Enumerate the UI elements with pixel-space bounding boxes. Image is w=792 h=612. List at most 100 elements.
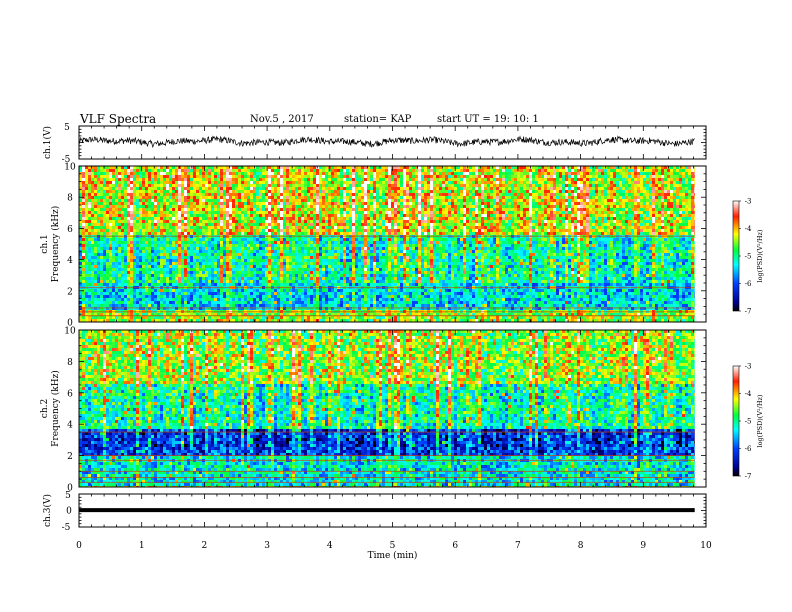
spectrogram-cell bbox=[85, 271, 88, 274]
spectrogram-cell bbox=[133, 208, 136, 211]
spectrogram-cell bbox=[151, 223, 154, 226]
spectrogram-cell bbox=[127, 223, 130, 226]
spectrogram-cell bbox=[88, 289, 91, 292]
spectrogram-cell bbox=[139, 190, 142, 193]
spectrogram-cell bbox=[169, 187, 172, 190]
spectrogram-cell bbox=[82, 265, 85, 268]
spectrogram-cell bbox=[94, 172, 97, 175]
spectrogram-cell bbox=[133, 220, 136, 223]
spectrogram-cell bbox=[142, 172, 145, 175]
spectrogram-cell bbox=[169, 295, 172, 298]
spectrogram-cell bbox=[145, 220, 148, 223]
spectrogram-cell bbox=[142, 250, 145, 253]
spectrogram-cell bbox=[109, 256, 112, 259]
spectrogram-cell bbox=[154, 199, 157, 202]
spectrogram-cell bbox=[130, 280, 133, 283]
spectrogram-cell bbox=[106, 244, 109, 247]
spectrogram-cell bbox=[103, 253, 106, 256]
spectrogram-cell bbox=[139, 304, 142, 307]
spectrogram-cell bbox=[118, 247, 121, 250]
spectrogram-cell bbox=[124, 238, 127, 241]
spectrogram-cell bbox=[163, 289, 166, 292]
spectrogram-cell bbox=[136, 280, 139, 283]
spectrogram-cell bbox=[154, 295, 157, 298]
spectrogram-cell bbox=[172, 277, 175, 280]
spectrogram-cell bbox=[133, 232, 136, 235]
spectrogram-cell bbox=[94, 298, 97, 301]
spectrogram-cell bbox=[172, 280, 175, 283]
spectrogram-cell bbox=[106, 175, 109, 178]
spectrogram-cell bbox=[169, 277, 172, 280]
spectrogram-cell bbox=[124, 196, 127, 199]
spectrogram-cell bbox=[136, 202, 139, 205]
spectrogram-cell bbox=[157, 187, 160, 190]
spectrogram-cell bbox=[148, 298, 151, 301]
spectrogram-cell bbox=[160, 301, 163, 304]
spectrogram-cell bbox=[94, 274, 97, 277]
spectrogram-cell bbox=[112, 178, 115, 181]
spectrogram-cell bbox=[172, 208, 175, 211]
spectrogram-cell bbox=[106, 259, 109, 262]
spectrogram-cell bbox=[103, 175, 106, 178]
spectrogram-cell bbox=[103, 259, 106, 262]
spectrogram-cell bbox=[130, 178, 133, 181]
spectrogram-cell bbox=[88, 250, 91, 253]
spectrogram-cell bbox=[136, 247, 139, 250]
spectrogram-cell bbox=[91, 274, 94, 277]
spectrogram-cell bbox=[112, 202, 115, 205]
spectrogram-cell bbox=[91, 256, 94, 259]
spectrogram-cell bbox=[172, 292, 175, 295]
spectrogram-cell bbox=[148, 244, 151, 247]
spectrogram-cell bbox=[136, 187, 139, 190]
spectrogram-cell bbox=[133, 268, 136, 271]
spectrogram-cell bbox=[94, 271, 97, 274]
spectrogram-cell bbox=[160, 316, 163, 319]
spectrogram-cell bbox=[163, 262, 166, 265]
spectrogram-cell bbox=[151, 298, 154, 301]
spectrogram-cell bbox=[94, 259, 97, 262]
spectrogram-cell bbox=[100, 268, 103, 271]
spectrogram-cell bbox=[124, 262, 127, 265]
spectrogram-cell bbox=[85, 217, 88, 220]
spectrogram-cell bbox=[100, 184, 103, 187]
spectrogram-cell bbox=[121, 241, 124, 244]
spectrogram-cell bbox=[124, 265, 127, 268]
spectrogram-cell bbox=[154, 214, 157, 217]
spectrogram-cell bbox=[157, 298, 160, 301]
spectrogram-cell bbox=[139, 208, 142, 211]
spectrogram-cell bbox=[139, 298, 142, 301]
spectrogram-cell bbox=[91, 211, 94, 214]
spectrogram-cell bbox=[88, 244, 91, 247]
spectrogram-cell bbox=[163, 238, 166, 241]
spectrogram-cell bbox=[115, 250, 118, 253]
spectrogram-cell bbox=[136, 169, 139, 172]
spectrogram-cell bbox=[109, 241, 112, 244]
spectrogram-cell bbox=[154, 193, 157, 196]
spectrogram-cell bbox=[139, 244, 142, 247]
spectrogram-cell bbox=[118, 250, 121, 253]
spectrogram-cell bbox=[103, 169, 106, 172]
spectrogram-cell bbox=[100, 295, 103, 298]
spectrogram-cell bbox=[100, 202, 103, 205]
spectrogram-cell bbox=[88, 199, 91, 202]
spectrogram-cell bbox=[145, 199, 148, 202]
spectrogram-cell bbox=[133, 172, 136, 175]
spectrogram-cell bbox=[82, 253, 85, 256]
spectrogram-cell bbox=[130, 268, 133, 271]
spectrogram-cell bbox=[94, 301, 97, 304]
spectrogram-cell bbox=[85, 301, 88, 304]
spectrogram-cell bbox=[172, 169, 175, 172]
spectrogram-cell bbox=[172, 193, 175, 196]
spectrogram-cell bbox=[160, 304, 163, 307]
spectrogram-cell bbox=[160, 199, 163, 202]
spectrogram-cell bbox=[106, 283, 109, 286]
spectrogram-cell bbox=[154, 202, 157, 205]
spectrogram-cell bbox=[142, 262, 145, 265]
spectrogram-cell bbox=[151, 265, 154, 268]
spectrogram-cell bbox=[142, 211, 145, 214]
spectrogram-cell bbox=[100, 271, 103, 274]
spectrogram-cell bbox=[88, 274, 91, 277]
spectrogram-cell bbox=[115, 226, 118, 229]
spectrogram-cell bbox=[88, 202, 91, 205]
spectrogram-cell bbox=[166, 232, 169, 235]
